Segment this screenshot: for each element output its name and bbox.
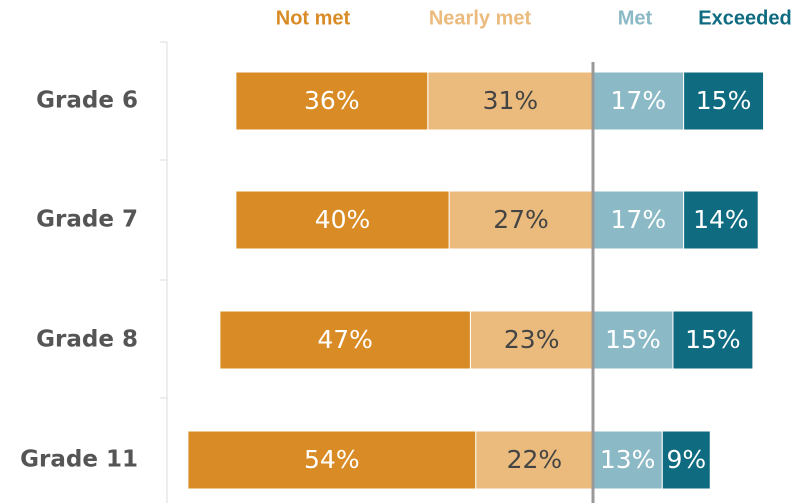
value-label: 27% [493,205,549,234]
bar-segment [235,190,450,250]
category-label: Grade 8 [36,327,138,353]
bar-segment [592,310,674,370]
bar-segment [235,71,429,131]
axis-ticks [160,41,167,399]
category-label: Grade 6 [36,88,138,114]
bar-segment [469,310,594,370]
value-label: 15% [605,325,661,354]
value-label: 17% [611,205,667,234]
bar-segment [427,71,594,131]
bar-segment [592,71,685,131]
bar-segment [219,310,471,370]
bar-segment [672,310,754,370]
value-label: 54% [304,445,360,474]
category-label: Grade 11 [20,447,138,473]
legend-label: Met [618,7,653,29]
bar-segment [683,190,759,250]
value-label: 31% [483,86,539,115]
value-label: 13% [600,445,656,474]
value-label: 15% [696,86,752,115]
value-label: 14% [693,205,749,234]
category-label: Grade 7 [36,207,138,233]
legend-label: Exceeded [698,7,791,29]
bar-segment [592,430,663,490]
value-label: 22% [507,445,563,474]
value-label: 40% [315,205,371,234]
value-label: 36% [304,86,360,115]
value-label: 17% [611,86,667,115]
value-label: 23% [504,325,560,354]
bar-segment [592,190,685,250]
bar-segment [448,190,594,250]
bar-segment [187,430,477,490]
value-label: 15% [685,325,741,354]
value-label: 47% [317,325,373,354]
bar-segment [683,71,765,131]
legend-label: Not met [276,7,351,29]
bar-segment [661,430,711,490]
legend-label: Nearly met [429,7,532,29]
value-label: 9% [666,445,706,474]
